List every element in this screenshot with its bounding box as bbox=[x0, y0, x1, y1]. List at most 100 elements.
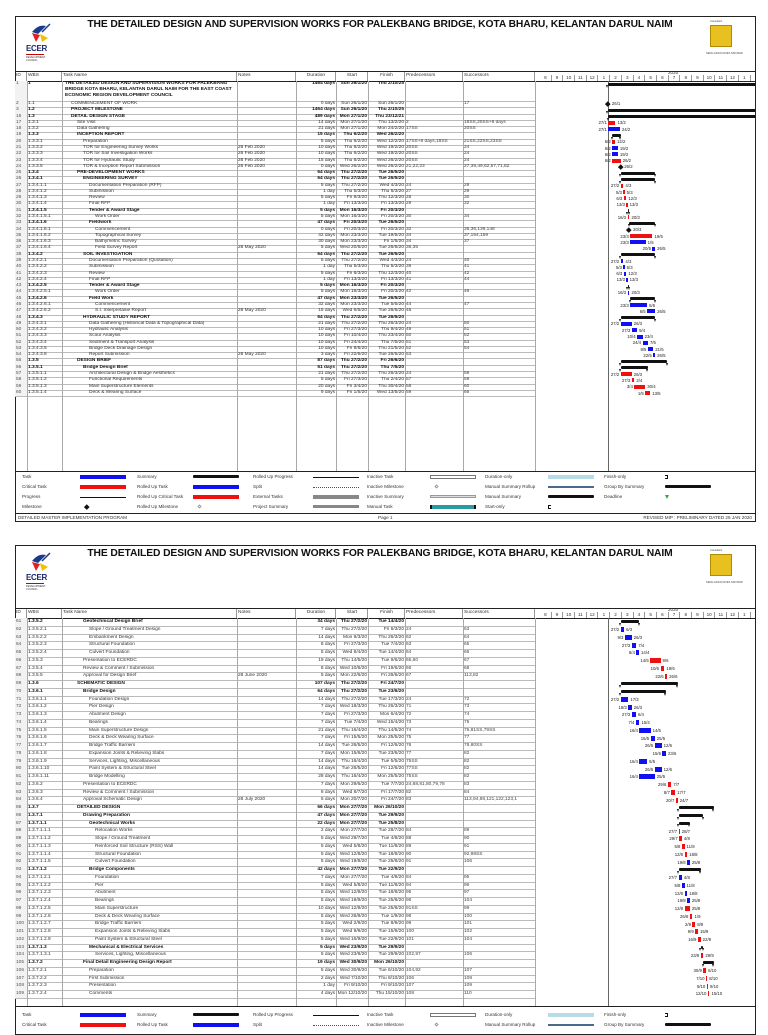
table-cell-task-name[interactable]: Expansion Joints & Relieving Slabs bbox=[95, 929, 171, 934]
column-header-start[interactable]: Start bbox=[336, 608, 368, 618]
column-header-finish[interactable]: Finish bbox=[368, 71, 405, 81]
table-cell-task-name[interactable]: Culvert Foundation bbox=[95, 859, 136, 865]
table-cell-task-name[interactable]: Submission bbox=[89, 188, 114, 194]
table-cell-task-name[interactable]: Data Gathering bbox=[77, 126, 110, 132]
table-cell-task-name[interactable]: Structural Foundation bbox=[95, 851, 141, 857]
table-cell-task-name[interactable]: Expansion Joints & Relieving Slabs bbox=[89, 750, 165, 756]
table-cell-task-name[interactable]: Scour Analysis bbox=[89, 333, 121, 339]
table-cell-task-name[interactable]: PRE-DEVELOPMENT WORKS bbox=[77, 170, 145, 176]
table-cell-task-name[interactable]: Final RFP bbox=[89, 201, 111, 207]
table-cell-task-name[interactable]: Review bbox=[89, 270, 105, 276]
table-cell-task-name[interactable]: Bridge Design Brief bbox=[83, 364, 128, 370]
table-cell-task-name[interactable]: SOIL INVESTIGATION bbox=[83, 251, 133, 257]
column-header-wbs[interactable]: WBS bbox=[27, 71, 62, 81]
table-cell-task-name[interactable]: Documentation Preparation (Quotation) bbox=[89, 258, 173, 263]
table-cell-task-name[interactable]: Bridge Components bbox=[89, 867, 135, 872]
table-cell-task-name[interactable]: Paint System & Structural Steel bbox=[95, 936, 162, 942]
table-cell-task-name[interactable]: Commencement bbox=[95, 226, 131, 232]
table-cell-task-name[interactable]: Main Superstructure Design bbox=[89, 727, 149, 733]
table-cell-task-name[interactable]: Submission bbox=[89, 264, 114, 270]
table-cell-task-name[interactable]: Relocation Works bbox=[95, 828, 133, 834]
table-cell-task-name[interactable]: Paint System & Structural Steel bbox=[89, 766, 156, 772]
column-header-notes[interactable]: Notes bbox=[237, 71, 296, 81]
table-cell-task-name[interactable]: Pier bbox=[95, 882, 104, 888]
table-cell-task-name[interactable]: Bearings bbox=[95, 898, 114, 903]
table-cell-task-name[interactable]: COMMENCEMENT OF WORK bbox=[71, 101, 138, 106]
table-cell-task-name[interactable]: DETAIL DESIGN STAGE bbox=[71, 113, 126, 119]
table-cell-task-name[interactable]: Abutment Design bbox=[89, 712, 126, 717]
table-cell-task-name[interactable]: Bridge Traffic Barriers bbox=[95, 921, 142, 927]
table-cell-task-name[interactable]: Site Visit bbox=[77, 119, 96, 125]
table-cell-task-name[interactable]: Presentation to ECERDC bbox=[83, 657, 137, 663]
table-cell-task-name[interactable]: TOR & Inception Report Submission bbox=[83, 163, 161, 169]
table-cell-task-name[interactable]: Topographical Survey bbox=[95, 232, 142, 238]
table-cell-task-name[interactable]: Work Order bbox=[95, 214, 120, 220]
table-cell-task-name[interactable]: Deck & Deck Wearing Surface bbox=[95, 913, 160, 919]
table-cell-task-name[interactable]: Review bbox=[89, 195, 105, 201]
column-header-predecessors[interactable]: Predecessors bbox=[405, 71, 463, 81]
column-header-notes[interactable]: Notes bbox=[237, 608, 296, 618]
table-cell-task-name[interactable]: Slope / Ground Treatment bbox=[95, 836, 151, 841]
table-cell-task-name[interactable]: Bridge Deck Drainage Design bbox=[89, 345, 153, 351]
table-cell-task-name[interactable]: Architectural Design & Bridge Aesthetics bbox=[89, 371, 175, 377]
table-cell-task-name[interactable]: Commencement bbox=[95, 301, 131, 307]
table-cell-task-name[interactable]: Bearings bbox=[89, 719, 108, 725]
table-cell-task-name[interactable]: Presentation bbox=[89, 983, 116, 989]
table-cell-task-name[interactable]: Review & Comment / Submission bbox=[83, 789, 155, 795]
table-cell-task-name[interactable]: Preparation bbox=[83, 138, 108, 144]
column-header-successors[interactable]: Successors bbox=[463, 71, 535, 81]
column-header-duration[interactable]: Duration bbox=[296, 71, 336, 81]
table-cell-task-name[interactable]: Culvert Foundation bbox=[89, 650, 130, 655]
table-cell-task-name[interactable]: TOR for Hydraulic Study bbox=[83, 157, 135, 163]
table-cell-task-name[interactable]: Preparation bbox=[89, 967, 114, 973]
table-cell-task-name[interactable]: Services, Lighting, Miscellaneous bbox=[89, 758, 160, 764]
table-cell-task-name[interactable]: S.I. Interpretasie Report bbox=[95, 308, 146, 314]
table-cell-task-name[interactable]: Mechanical & Electrical Services bbox=[89, 944, 164, 950]
column-header-start[interactable]: Start bbox=[336, 71, 368, 81]
table-cell-task-name[interactable]: Embankment Design bbox=[89, 634, 134, 640]
table-cell-task-name[interactable]: Deck & Wearing Surface bbox=[89, 389, 142, 395]
table-cell-task-name[interactable]: Final RFP bbox=[89, 276, 111, 282]
column-header-predecessors[interactable]: Predecessors bbox=[405, 608, 463, 618]
table-cell-task-name[interactable]: Structural Foundation bbox=[89, 642, 135, 648]
table-cell-task-name[interactable]: Approval for Design Brief bbox=[83, 673, 137, 679]
column-header-task-name[interactable]: Task Name bbox=[62, 71, 237, 81]
table-cell-task-name[interactable]: Geotechnical Design Brief bbox=[83, 619, 143, 624]
table-cell-task-name[interactable]: Foundation bbox=[95, 874, 120, 880]
table-cell-task-name[interactable]: SCHEMATIC DESIGN bbox=[77, 681, 125, 686]
table-cell-task-name[interactable]: Reinforced Soil Structure (RSS) Wall bbox=[95, 843, 174, 849]
table-cell-task-name[interactable]: Bathymetric Survey bbox=[95, 239, 137, 245]
table-cell-task-name[interactable]: TOR for Engineering Survey Works bbox=[83, 144, 159, 150]
column-header-wbs[interactable]: WBS bbox=[27, 608, 62, 618]
table-cell-task-name[interactable]: Geotechnical Works bbox=[89, 820, 136, 826]
table-cell-task-name[interactable]: INCEPTION REPORT bbox=[77, 132, 125, 138]
column-header-successors[interactable]: Successors bbox=[463, 608, 535, 618]
table-cell-task-name[interactable]: Field Survey Report bbox=[95, 245, 138, 251]
table-cell-task-name[interactable]: Slope / Ground Treatment Design bbox=[89, 626, 161, 632]
table-cell-task-name[interactable]: Documentation Preparation (RFP) bbox=[89, 182, 162, 188]
column-header-id[interactable]: ID bbox=[15, 608, 27, 618]
table-cell-task-name[interactable]: Main Superstructure Elements bbox=[89, 383, 154, 389]
table-cell-task-name[interactable]: Data Gathering (Historical Data & Topogr… bbox=[89, 320, 205, 326]
table-cell-task-name[interactable]: Foundation Design bbox=[89, 696, 130, 702]
table-cell-task-name[interactable]: TOR for Soil Investigation Works bbox=[83, 151, 153, 157]
table-cell-task-name[interactable]: Work Order bbox=[95, 289, 120, 295]
table-cell-task-name[interactable]: Field Work bbox=[89, 295, 114, 301]
table-cell-task-name[interactable]: Review & Comment / Submission bbox=[83, 665, 155, 671]
table-cell-task-name[interactable]: HYDRAULIC STUDY REPORT bbox=[83, 314, 151, 320]
table-cell-task-name[interactable]: Tender & Award Stage bbox=[89, 207, 140, 213]
table-cell-task-name[interactable]: Bridge Traffic Barriers bbox=[89, 743, 136, 748]
table-cell-task-name[interactable]: DETAILED DESIGN bbox=[77, 805, 121, 810]
table-cell-task-name[interactable]: Bridge Design bbox=[83, 688, 116, 694]
table-cell-task-name[interactable]: First Submission bbox=[89, 975, 125, 981]
table-cell-task-name[interactable]: Bridge Modelling bbox=[89, 774, 125, 779]
table-cell-task-name[interactable]: Final Detail Engineering Design Report bbox=[83, 960, 172, 965]
table-cell-task-name[interactable]: Report Submission bbox=[89, 352, 130, 358]
table-cell-task-name[interactable]: Deck & Deck Wearing Surface bbox=[89, 735, 154, 741]
table-cell-task-name[interactable]: Fieldwork bbox=[89, 220, 112, 226]
table-cell-task-name[interactable]: Functional Requirements bbox=[89, 377, 143, 383]
table-cell-task-name[interactable]: Approval Schematic Design bbox=[83, 797, 142, 803]
column-header-finish[interactable]: Finish bbox=[368, 608, 405, 618]
table-cell-task-name[interactable]: Comments bbox=[89, 991, 113, 996]
table-cell-task-name[interactable]: PROJECT MILESTONE bbox=[71, 107, 123, 113]
